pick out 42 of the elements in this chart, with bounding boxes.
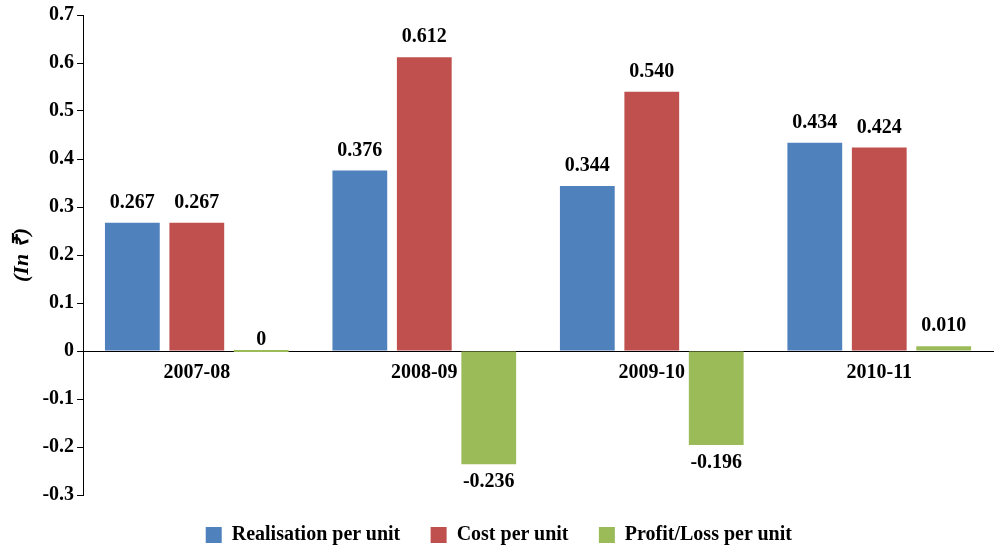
bar bbox=[916, 346, 972, 351]
bar bbox=[332, 170, 388, 351]
bar bbox=[396, 57, 452, 351]
data-label: 0.267 bbox=[109, 190, 155, 213]
bar bbox=[851, 147, 907, 351]
data-label: 0.344 bbox=[564, 153, 610, 176]
data-label: -0.196 bbox=[690, 450, 743, 473]
y-tick-label: 0 bbox=[64, 338, 75, 361]
data-label: 0.267 bbox=[174, 190, 220, 213]
y-tick-label: -0.1 bbox=[42, 386, 75, 409]
legend-label: Realisation per unit bbox=[231, 522, 401, 546]
data-label: 0.434 bbox=[792, 109, 838, 132]
y-tick-label: 0.7 bbox=[49, 2, 75, 25]
legend-label: Cost per unit bbox=[456, 522, 569, 546]
y-tick-label: 0.2 bbox=[49, 242, 75, 265]
bar bbox=[559, 185, 615, 351]
y-tick-label: -0.3 bbox=[42, 482, 75, 505]
bar bbox=[104, 222, 160, 351]
bar bbox=[688, 351, 744, 446]
y-tick-label: 0.5 bbox=[49, 98, 75, 121]
y-tick-label: 0.4 bbox=[49, 146, 75, 169]
bar bbox=[624, 91, 680, 351]
bar bbox=[169, 222, 225, 351]
y-tick-label: 0.6 bbox=[49, 50, 75, 73]
data-label: 0.612 bbox=[401, 24, 447, 47]
y-tick-label: 0.3 bbox=[49, 194, 75, 217]
y-axis-title: (In ₹) bbox=[7, 228, 33, 282]
x-tick-label: 2009-10 bbox=[618, 360, 686, 383]
data-label: 0.540 bbox=[629, 58, 675, 81]
legend-label: Profit/Loss per unit bbox=[624, 522, 793, 546]
x-tick-label: 2007-08 bbox=[163, 360, 231, 383]
bar bbox=[787, 142, 843, 351]
data-label: 0.010 bbox=[921, 313, 967, 336]
data-label: 0.424 bbox=[856, 114, 902, 137]
y-tick-label: 0.1 bbox=[49, 290, 75, 313]
data-label: 0 bbox=[256, 327, 267, 350]
bar bbox=[461, 351, 517, 465]
x-tick-label: 2008-09 bbox=[390, 360, 458, 383]
data-label: 0.376 bbox=[337, 137, 383, 160]
y-tick-label: -0.2 bbox=[42, 434, 75, 457]
x-tick-label: 2010-11 bbox=[846, 360, 913, 383]
data-label: -0.236 bbox=[462, 469, 515, 492]
